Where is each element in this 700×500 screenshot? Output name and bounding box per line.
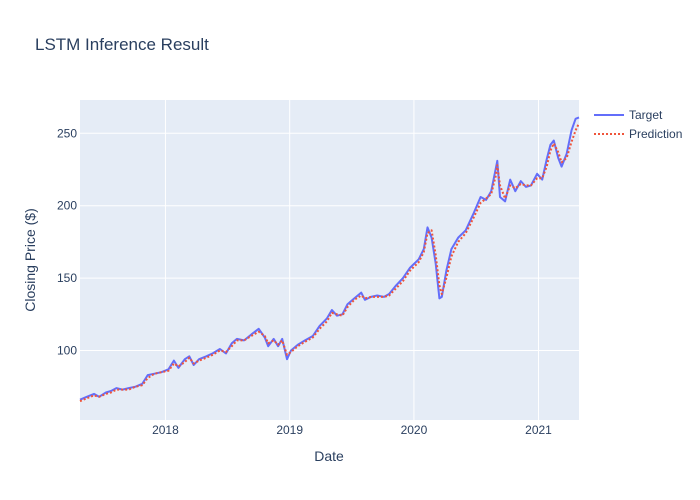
x-axis-ticks: 2018 2019 2020 2021 <box>152 423 552 437</box>
legend-item-target[interactable]: Target <box>594 108 663 122</box>
x-tick-label: 2019 <box>276 423 303 437</box>
y-tick-label: 150 <box>57 271 77 285</box>
x-tick-label: 2021 <box>525 423 552 437</box>
y-axis-ticks: 100 150 200 250 <box>57 126 77 357</box>
y-tick-label: 100 <box>57 343 77 357</box>
plot-area <box>80 100 579 420</box>
x-tick-label: 2018 <box>152 423 179 437</box>
series-line-target <box>79 116 580 401</box>
y-tick-label: 200 <box>57 199 77 213</box>
gridlines <box>80 100 579 420</box>
series-lines <box>79 116 580 403</box>
x-axis-title: Date <box>314 448 344 464</box>
legend-label: Prediction <box>629 127 682 141</box>
legend-label: Target <box>629 108 663 122</box>
legend[interactable]: Target Prediction <box>594 108 682 141</box>
series-line-prediction <box>79 122 580 403</box>
y-tick-label: 250 <box>57 126 77 140</box>
y-axis-title: Closing Price ($) <box>22 208 38 311</box>
x-tick-label: 2020 <box>401 423 428 437</box>
legend-item-prediction[interactable]: Prediction <box>594 127 682 141</box>
chart-title: LSTM Inference Result <box>35 35 209 54</box>
